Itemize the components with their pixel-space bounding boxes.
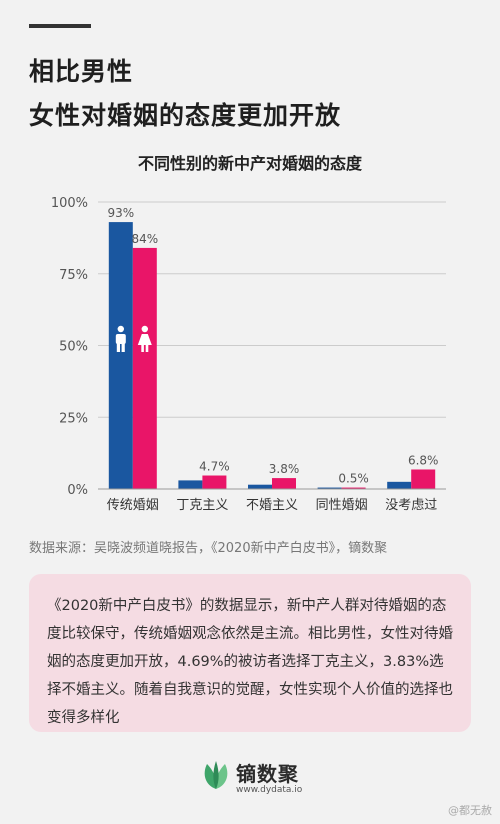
- x-tick-label: 丁克主义: [176, 498, 228, 513]
- bar: [132, 247, 157, 489]
- x-tick-label: 同性婚姻: [316, 498, 368, 513]
- x-tick-label: 传统婚姻: [107, 498, 159, 513]
- bar: [108, 222, 133, 489]
- y-tick-label: 25%: [59, 411, 88, 426]
- bar: [202, 475, 227, 489]
- brand-url: www.dydata.io: [236, 785, 303, 795]
- brand-name: 镝数聚: [236, 762, 299, 786]
- title-accent-bar: [29, 24, 91, 28]
- male-icon: [115, 325, 126, 352]
- bar: [387, 481, 412, 489]
- y-tick-label: 50%: [59, 340, 88, 355]
- x-tick-label: 不婚主义: [246, 498, 298, 513]
- bar: [178, 480, 203, 489]
- chart-title: 不同性别的新中产对婚姻的态度: [137, 154, 362, 173]
- y-tick-label: 100%: [51, 196, 88, 211]
- y-tick-label: 0%: [67, 483, 88, 498]
- dydata-logo-icon: [204, 761, 228, 789]
- data-label: 0.5%: [338, 472, 369, 486]
- female-icon: [137, 325, 152, 352]
- bar: [317, 487, 342, 489]
- bar: [248, 484, 272, 489]
- bar: [341, 487, 366, 489]
- data-label: 84%: [131, 232, 158, 246]
- y-tick-label: 75%: [59, 268, 88, 283]
- page-title-line2: 女性对婚姻的态度更加开放: [29, 101, 342, 130]
- summary-card: 《2020新中产白皮书》的数据显示，新中产人群对待婚姻的态度比较保守，传统婚姻观…: [29, 574, 471, 732]
- data-label: 3.8%: [269, 462, 300, 476]
- bar: [272, 478, 296, 489]
- page-title-line1: 相比男性: [29, 57, 134, 86]
- source-note: 数据来源：吴晓波频道晓报告，《2020新中产白皮书》，镝数聚: [29, 541, 388, 556]
- x-tick-label: 没考虑过: [385, 498, 437, 513]
- data-label: 93%: [107, 206, 134, 220]
- data-label: 4.7%: [199, 460, 230, 474]
- bar-chart: 0% 25% 50% 75% 100% 传统婚姻 丁克主义 不婚主义 同性婚姻 没考虑过 93% 84…: [51, 196, 446, 513]
- bar: [411, 469, 436, 489]
- watermark: @都无赦: [448, 804, 492, 817]
- data-label: 6.8%: [408, 453, 439, 467]
